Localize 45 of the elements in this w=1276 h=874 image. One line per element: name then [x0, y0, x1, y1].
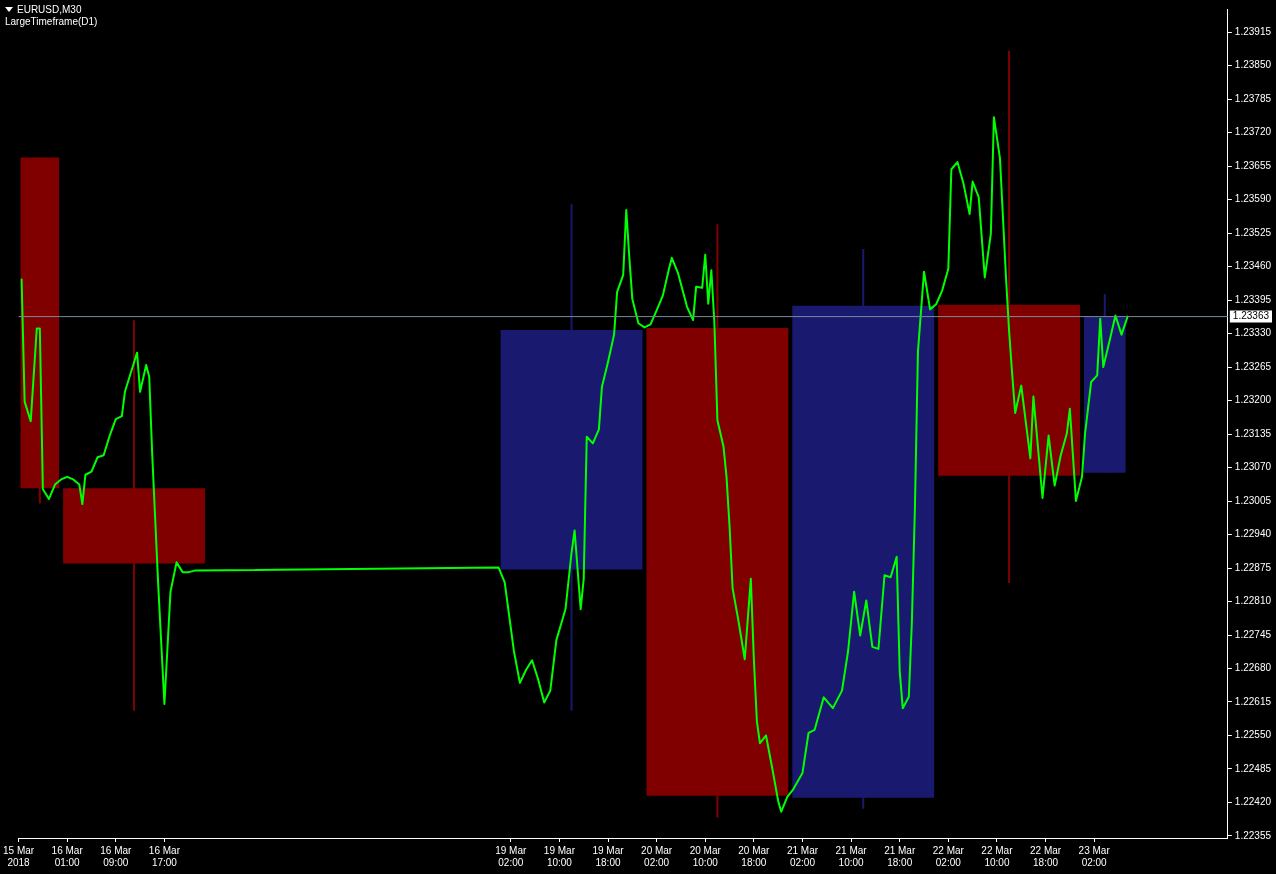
y-tick-label: 1.22875 [1234, 561, 1272, 573]
ref-line-label: 1.23363 [1232, 310, 1270, 322]
chart-title: EURUSD,M30 [17, 4, 82, 16]
x-tick-label: 19 Mar 02:00 [495, 844, 528, 868]
y-tick-label: 1.23655 [1234, 159, 1272, 171]
x-tick-label: 16 Mar 17:00 [148, 844, 181, 868]
y-tick-label: 1.23785 [1234, 92, 1272, 104]
y-tick-label: 1.23265 [1234, 360, 1272, 372]
y-tick-label: 1.22485 [1234, 762, 1272, 774]
y-tick-label: 1.22745 [1234, 628, 1272, 640]
x-tick-label: 20 Mar 18:00 [738, 844, 771, 868]
x-tick-label: 22 Mar 18:00 [1029, 844, 1062, 868]
x-tick-label: 20 Mar 02:00 [641, 844, 673, 868]
x-tick-label: 23 Mar 02:00 [1078, 844, 1111, 868]
y-tick-label: 1.22420 [1234, 796, 1272, 808]
y-tick-label: 1.23330 [1234, 327, 1272, 339]
y-tick-label: 1.23005 [1234, 494, 1272, 506]
y-tick-label: 1.23460 [1234, 260, 1272, 272]
y-tick-label: 1.22550 [1234, 729, 1272, 741]
x-tick-label: 20 Mar 10:00 [689, 844, 722, 868]
y-tick-label: 1.22355 [1234, 829, 1272, 841]
x-tick-label: 19 Mar 18:00 [592, 844, 625, 868]
y-tick-label: 1.23395 [1234, 293, 1272, 305]
y-tick-label: 1.22615 [1234, 695, 1272, 707]
x-tick-label: 21 Mar 02:00 [786, 844, 819, 868]
y-tick-label: 1.23200 [1234, 394, 1272, 406]
x-tick-label: 21 Mar 18:00 [884, 844, 916, 868]
x-tick-label: 22 Mar 10:00 [981, 844, 1014, 868]
x-tick-label: 21 Mar 10:00 [835, 844, 868, 868]
y-tick-label: 1.23070 [1234, 461, 1272, 473]
x-tick-label: 19 Mar 10:00 [543, 844, 576, 868]
y-tick-label: 1.22810 [1234, 595, 1272, 607]
y-tick-label: 1.22940 [1234, 528, 1272, 540]
text: LargeTimeframe(D1) [5, 16, 98, 28]
y-tick-label: 1.22680 [1234, 662, 1272, 674]
y-tick-label: 1.23525 [1234, 226, 1272, 238]
x-tick-label: 16 Mar 09:00 [100, 844, 133, 868]
y-tick-label: 1.23850 [1234, 59, 1272, 71]
y-tick-label: 1.23590 [1234, 193, 1272, 205]
y-tick-label: 1.23915 [1234, 25, 1272, 37]
x-tick-label: 15 Mar 2018 [3, 844, 35, 868]
y-tick-label: 1.23720 [1234, 126, 1272, 138]
y-tick-label: 1.23135 [1234, 427, 1272, 439]
x-tick-label: 16 Mar 01:00 [51, 844, 84, 868]
x-tick-label: 22 Mar 02:00 [932, 844, 965, 868]
